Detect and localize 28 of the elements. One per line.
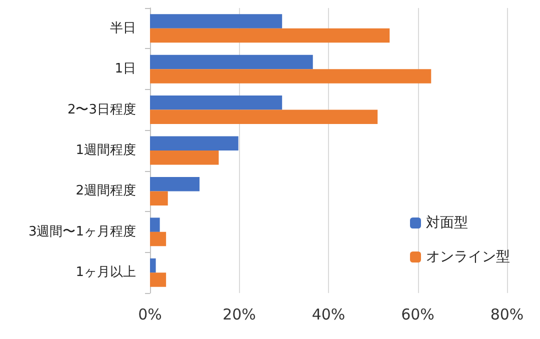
bar — [150, 110, 378, 124]
bar — [150, 69, 432, 84]
bar — [150, 232, 166, 246]
bar — [150, 28, 390, 43]
x-tick-label: 20% — [222, 306, 256, 324]
x-tick-label: 60% — [401, 306, 434, 324]
bar — [150, 54, 313, 70]
bar — [150, 176, 200, 192]
legend-label: 対面型 — [426, 215, 468, 231]
y-tick-label: 3週間〜1ヶ月程度 — [28, 223, 136, 240]
x-tick-label: 80% — [490, 306, 524, 324]
bar — [150, 272, 166, 287]
x-tick-label: 0% — [138, 306, 162, 324]
bar — [150, 96, 282, 110]
bar — [150, 150, 219, 165]
bar — [150, 218, 160, 232]
y-tick-label: 1週間程度 — [76, 142, 136, 158]
y-tick-label: 2〜3日程度 — [67, 101, 136, 118]
y-tick-label: 2週間程度 — [76, 182, 136, 199]
y-tick-label: 1ヶ月以上 — [76, 265, 136, 280]
bar — [150, 136, 238, 150]
x-tick-label: 40% — [312, 306, 346, 324]
bar — [150, 258, 156, 273]
y-tick-label: 半日 — [110, 20, 136, 36]
y-tick-label: 1日 — [114, 62, 136, 77]
legend-label: オンライン型 — [426, 249, 510, 265]
bar — [150, 191, 168, 206]
bar — [150, 14, 282, 28]
